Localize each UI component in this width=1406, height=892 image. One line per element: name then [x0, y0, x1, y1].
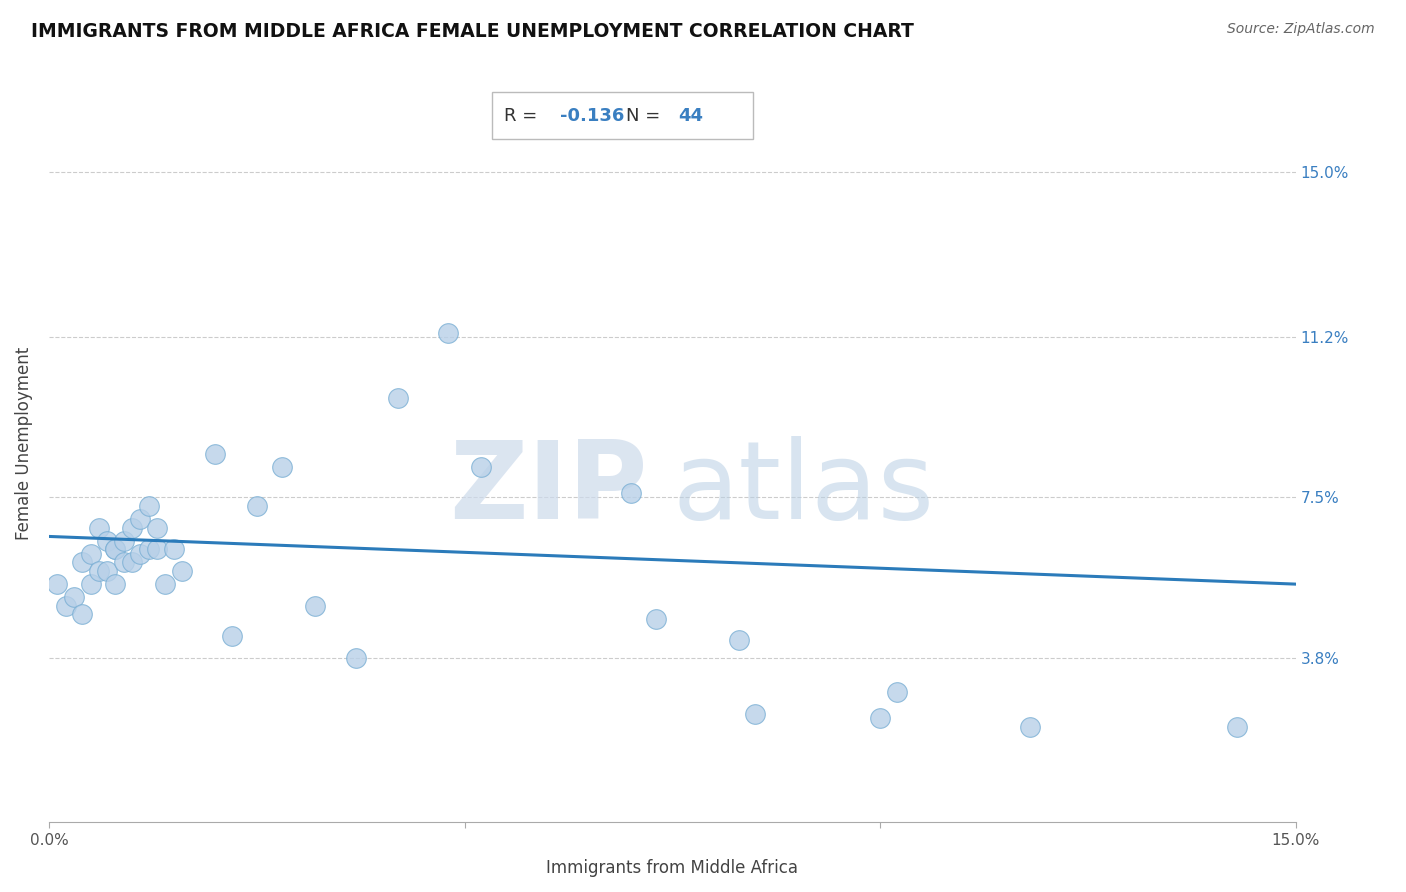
Point	[727, 633, 749, 648]
Text: -0.136: -0.136	[560, 107, 624, 125]
Point	[87, 564, 110, 578]
Point	[170, 564, 193, 578]
Point	[620, 486, 643, 500]
Point	[270, 460, 292, 475]
Point	[644, 612, 666, 626]
Point	[869, 711, 891, 725]
Point	[146, 521, 169, 535]
Point	[138, 499, 160, 513]
FancyBboxPatch shape	[492, 92, 754, 139]
Point	[121, 556, 143, 570]
Point	[112, 556, 135, 570]
Point	[387, 391, 409, 405]
Point	[204, 447, 226, 461]
Point	[129, 512, 152, 526]
Point	[96, 564, 118, 578]
Point	[96, 533, 118, 548]
Point	[146, 542, 169, 557]
Point	[87, 521, 110, 535]
Point	[55, 599, 77, 613]
Point	[121, 521, 143, 535]
Text: IMMIGRANTS FROM MIDDLE AFRICA FEMALE UNEMPLOYMENT CORRELATION CHART: IMMIGRANTS FROM MIDDLE AFRICA FEMALE UNE…	[31, 22, 914, 41]
Point	[221, 629, 243, 643]
Point	[744, 707, 766, 722]
Point	[70, 607, 93, 622]
Point	[104, 577, 127, 591]
X-axis label: Immigrants from Middle Africa: Immigrants from Middle Africa	[547, 859, 799, 877]
Text: R =: R =	[503, 107, 543, 125]
Point	[246, 499, 269, 513]
Point	[437, 326, 460, 340]
Text: ZIP: ZIP	[449, 436, 647, 541]
Text: atlas: atlas	[672, 436, 934, 541]
Point	[162, 542, 184, 557]
Point	[112, 533, 135, 548]
Y-axis label: Female Unemployment: Female Unemployment	[15, 347, 32, 540]
Point	[129, 547, 152, 561]
Point	[1226, 720, 1249, 734]
Point	[1018, 720, 1040, 734]
Text: 44: 44	[679, 107, 703, 125]
Point	[79, 577, 101, 591]
Point	[79, 547, 101, 561]
Point	[138, 542, 160, 557]
Point	[104, 542, 127, 557]
Point	[304, 599, 326, 613]
Point	[346, 650, 368, 665]
Point	[70, 556, 93, 570]
Point	[63, 590, 86, 604]
Point	[46, 577, 69, 591]
Text: N =: N =	[626, 107, 666, 125]
Point	[104, 542, 127, 557]
Text: Source: ZipAtlas.com: Source: ZipAtlas.com	[1227, 22, 1375, 37]
Point	[470, 460, 492, 475]
Point	[155, 577, 177, 591]
Point	[886, 685, 908, 699]
